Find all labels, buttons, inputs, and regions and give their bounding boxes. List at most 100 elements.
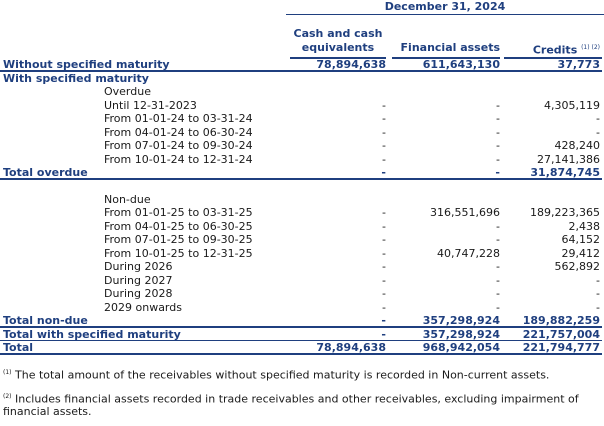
- row-label: Total non-due: [3, 314, 88, 327]
- table-row: Non-due: [0, 193, 604, 207]
- cell-value: -: [382, 219, 386, 233]
- cell-value: -: [381, 314, 386, 327]
- row-label: Without specified maturity: [3, 58, 170, 71]
- column-header-cash: Cash and cash equivalents: [293, 27, 383, 54]
- cell-value: 37,773: [557, 58, 600, 71]
- cell-value: 221,794,777: [522, 341, 600, 354]
- row-label: From 10-01-24 to 12-31-24: [104, 152, 253, 166]
- cell-value: -: [496, 233, 500, 246]
- cell-value: -: [496, 273, 500, 287]
- cell-value: 357,298,924: [422, 327, 500, 341]
- cell-value: -: [382, 112, 386, 125]
- cell-value: -: [596, 125, 600, 139]
- cell-value: -: [596, 273, 600, 287]
- table-row: From 10-01-24 to 12-31-24 - - 27,141,386: [0, 153, 604, 167]
- table-row: From 10-01-25 to 12-31-25 - 40,747,228 2…: [0, 247, 604, 261]
- cell-value: 357,298,924: [422, 314, 500, 327]
- cell-value: 2,438: [568, 219, 601, 233]
- row-label: During 2028: [104, 287, 173, 300]
- table-row: 2029 onwards - - -: [0, 301, 604, 315]
- cell-value: -: [382, 273, 386, 287]
- cell-value: 64,152: [561, 233, 601, 246]
- cell-value: -: [382, 300, 386, 314]
- cell-value: -: [496, 139, 500, 152]
- header-rule: [290, 57, 386, 59]
- cell-value: 221,757,004: [522, 327, 600, 341]
- cell-value: -: [596, 300, 600, 314]
- period-header: December 31, 2024: [286, 0, 604, 15]
- footnote-2: (2) Includes financial assets recorded i…: [3, 392, 579, 419]
- row-label: During 2027: [104, 273, 173, 287]
- cell-value: -: [382, 287, 386, 300]
- header-rule: [392, 57, 500, 59]
- table-row: From 01-01-25 to 03-31-25 - 316,551,696 …: [0, 206, 604, 220]
- cell-value: -: [382, 246, 386, 260]
- table-row: Until 12-31-2023 - - 4,305,119: [0, 99, 604, 113]
- cell-value: 78,894,638: [316, 58, 386, 71]
- cell-value: 189,223,365: [530, 206, 600, 219]
- cell-value: -: [382, 206, 386, 219]
- table-row: From 04-01-25 to 06-30-25 - - 2,438: [0, 220, 604, 234]
- table-row: During 2027 - - -: [0, 274, 604, 288]
- cell-value: 968,942,054: [422, 341, 500, 354]
- footnote-ref: (1) (2): [581, 44, 600, 51]
- footnotes: (1) The total amount of the receivables …: [3, 366, 601, 426]
- table-body: Without specified maturity 78,894,638 61…: [0, 58, 604, 355]
- row-label: Total overdue: [3, 166, 88, 179]
- row-label: From 07-01-25 to 09-30-25: [104, 233, 253, 246]
- cell-value: -: [382, 139, 386, 152]
- cell-value: -: [382, 98, 386, 112]
- cell-value: 27,141,386: [537, 152, 600, 166]
- table-row: During 2026 - - 562,892: [0, 260, 604, 274]
- table-row: From 07-01-24 to 09-30-24 - - 428,240: [0, 139, 604, 153]
- column-header-credits: Credits (1) (2): [532, 43, 600, 57]
- cell-value: 31,874,745: [530, 166, 600, 179]
- footnote-1: (1) The total amount of the receivables …: [3, 368, 550, 382]
- table-row: From 01-01-24 to 03-31-24 - - -: [0, 112, 604, 126]
- cell-value: -: [496, 219, 500, 233]
- cell-value: -: [596, 112, 600, 125]
- table-row: During 2028 - - -: [0, 287, 604, 301]
- cell-value: 29,412: [561, 246, 601, 260]
- row-label: Total with specified maturity: [3, 327, 181, 341]
- row-label: During 2026: [104, 260, 173, 273]
- cell-value: -: [496, 98, 500, 112]
- row-label: Total: [3, 341, 34, 354]
- cell-value: 428,240: [554, 139, 601, 152]
- cell-value: -: [496, 112, 500, 125]
- table-row: From 07-01-25 to 09-30-25 - - 64,152: [0, 233, 604, 247]
- row-label: 2029 onwards: [104, 300, 182, 314]
- cell-value: -: [382, 233, 386, 246]
- cell-value: -: [496, 125, 500, 139]
- row-label: From 01-01-24 to 03-31-24: [104, 112, 253, 125]
- table-row: From 04-01-24 to 06-30-24 - - -: [0, 126, 604, 140]
- row-label: Non-due: [104, 192, 151, 206]
- table-row: With specified maturity: [0, 72, 604, 86]
- cell-value: -: [496, 300, 500, 314]
- cell-value: -: [381, 327, 386, 341]
- cell-value: -: [381, 166, 386, 179]
- table-row-total: Total with specified maturity - 357,298,…: [0, 328, 604, 342]
- row-label: From 01-01-25 to 03-31-25: [104, 206, 253, 219]
- row-label: Overdue: [104, 85, 151, 98]
- cell-value: 78,894,638: [316, 341, 386, 354]
- cell-value: -: [382, 125, 386, 139]
- row-label: From 10-01-25 to 12-31-25: [104, 246, 253, 260]
- cell-value: -: [596, 287, 600, 300]
- row-label: From 04-01-24 to 06-30-24: [104, 125, 253, 139]
- cell-value: 40,747,228: [437, 246, 500, 260]
- row-spacer: [0, 180, 604, 193]
- row-label: Until 12-31-2023: [104, 98, 197, 112]
- column-header-financial-assets: Financial assets: [400, 41, 500, 54]
- cell-value: -: [496, 152, 500, 166]
- row-label: With specified maturity: [3, 71, 149, 85]
- table-row-total: Total overdue - - 31,874,745: [0, 166, 604, 180]
- cell-value: -: [382, 152, 386, 166]
- header-rule: [504, 57, 602, 59]
- cell-value: 189,882,259: [522, 314, 600, 327]
- table-row-grand-total: Total 78,894,638 968,942,054 221,794,777: [0, 341, 604, 355]
- row-label: From 04-01-25 to 06-30-25: [104, 219, 253, 233]
- cell-value: 611,643,130: [422, 58, 500, 71]
- table-row: Without specified maturity 78,894,638 61…: [0, 58, 604, 72]
